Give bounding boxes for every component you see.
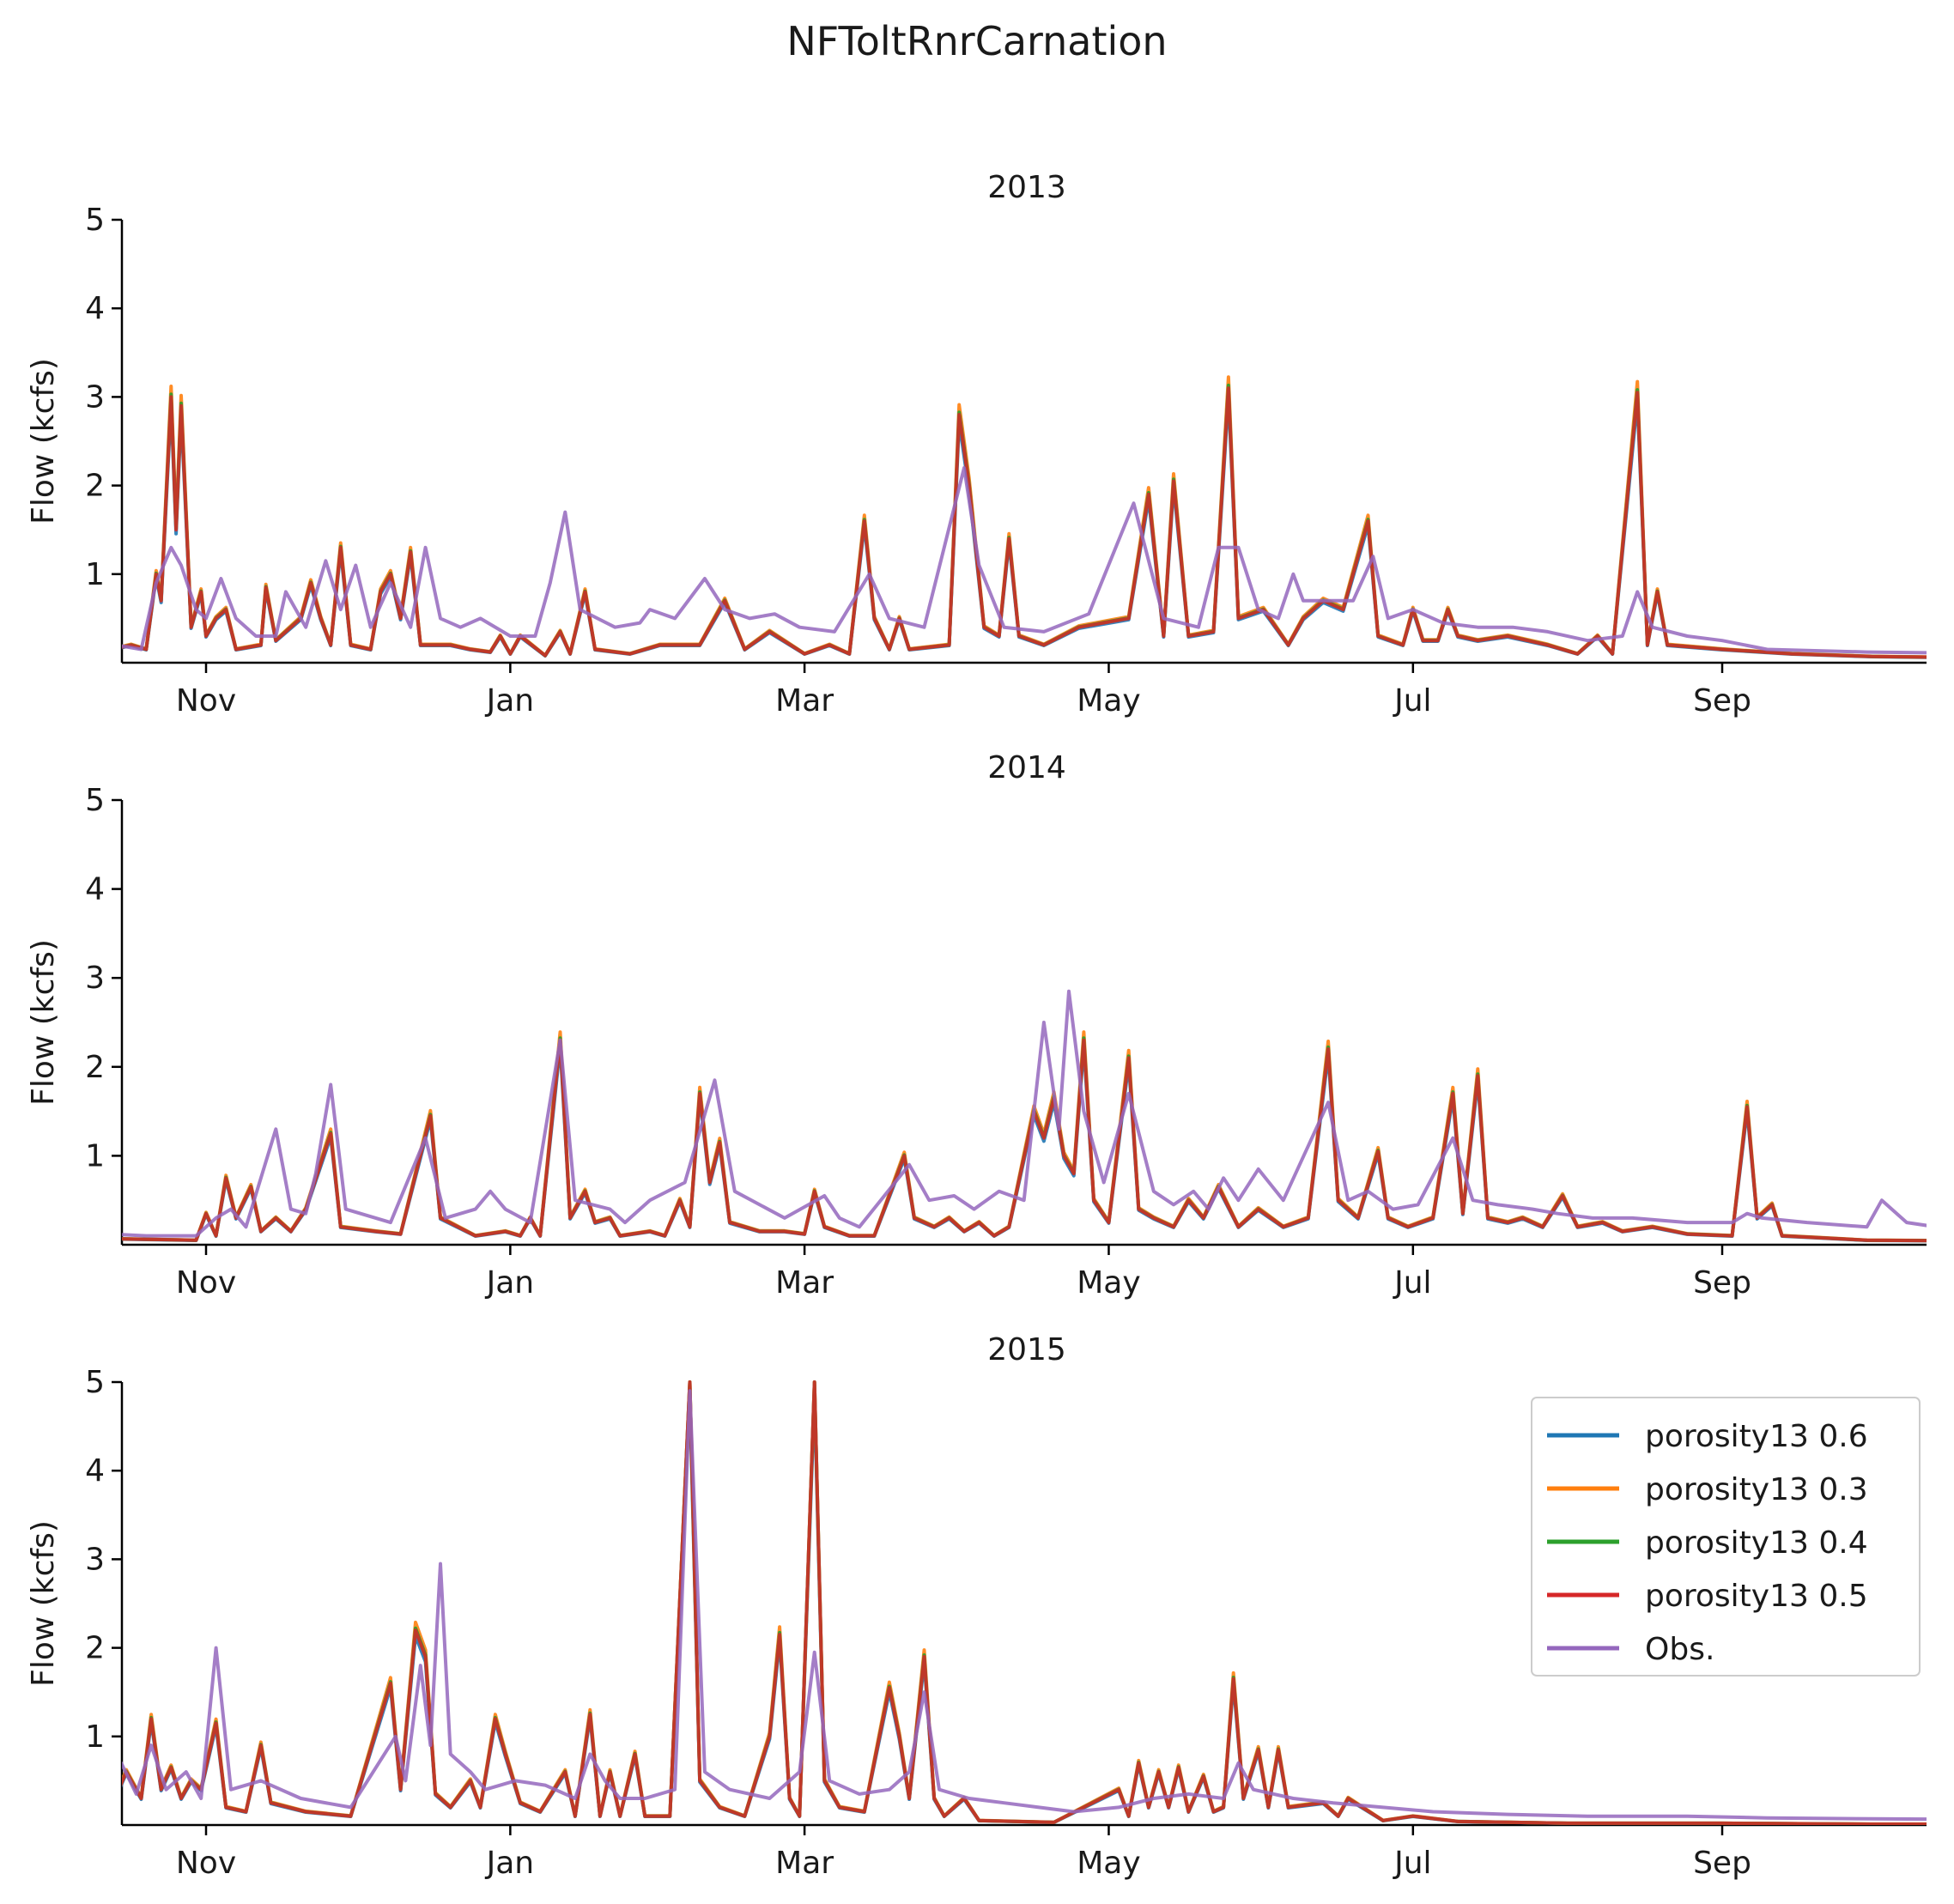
panel-title: 2015 [987,1332,1066,1367]
plot-area [122,1380,1927,1825]
series-porosity13-0_5 [122,386,1927,659]
x-tick-label: May [1077,1265,1140,1301]
legend-label: porosity13 0.5 [1645,1579,1868,1614]
x-tick-label: Jan [485,1265,535,1301]
panel-title: 2014 [987,750,1066,785]
x-tick-label: Nov [176,1265,236,1301]
y-axis-label: Flow (kcfs) [26,358,61,525]
legend: porosity13 0.6 porosity13 0.3 porosity13 0… [1531,1397,1921,1677]
x-tick-label: May [1077,683,1140,719]
y-tick-label: 1 [85,1719,105,1755]
series-porosity13-0_5 [122,1038,1927,1243]
y-tick-label: 2 [85,469,105,504]
y-tick-label: 4 [85,291,105,326]
y-tick-label: 5 [85,1365,105,1400]
panel-2015: 2015 Flow (kcfs) 1 2 3 4 5 Nov Jan Mar May Jul Sep [26,1332,1927,1881]
x-tick-label: Sep [1693,683,1751,719]
legend-label: porosity13 0.6 [1645,1419,1868,1454]
panel-title: 2013 [987,170,1066,205]
x-tick-label: Nov [176,683,236,719]
x-tick-label: Sep [1693,1265,1751,1301]
y-tick-label: 3 [85,379,105,415]
figure-title: NFToltRnrCarnation [786,18,1167,64]
x-tick-label: Mar [775,683,834,719]
legend-label: Obs. [1645,1632,1714,1667]
plot-area [122,375,1927,659]
y-tick-label: 4 [85,1453,105,1489]
y-tick-label: 2 [85,1631,105,1666]
y-tick-label: 1 [85,1138,105,1173]
x-tick-label: Mar [775,1846,834,1881]
y-tick-label: 1 [85,557,105,592]
x-tick-label: Jul [1393,683,1431,719]
y-tick-label: 5 [85,783,105,818]
series-obs [122,989,1927,1238]
y-tick-label: 5 [85,203,105,238]
y-tick-label: 3 [85,961,105,996]
series-obs [122,466,1927,655]
y-tick-label: 4 [85,872,105,907]
y-tick-label: 2 [85,1050,105,1085]
panel-2014: 2014 Flow (kcfs) 1 2 3 4 5 Nov Jan Mar May Jul Sep [26,750,1927,1301]
x-tick-label: Jan [485,683,535,719]
panel-2013: 2013 Flow (kcfs) 1 2 3 4 5 Nov Jan Mar May Jul Sep [26,170,1927,719]
x-tick-label: Sep [1693,1846,1751,1881]
y-tick-label: 3 [85,1542,105,1577]
x-tick-label: Jul [1393,1846,1431,1881]
legend-label: porosity13 0.4 [1645,1525,1868,1561]
legend-box [1531,1397,1921,1677]
x-tick-label: Mar [775,1265,834,1301]
series-porosity13-0_4 [122,383,1927,659]
legend-label: porosity13 0.3 [1645,1472,1868,1507]
y-axis-label: Flow (kcfs) [26,1520,61,1687]
x-tick-label: Jul [1393,1265,1431,1301]
plot-area [122,989,1927,1243]
series-porosity13-0_5 [122,1380,1927,1825]
series-obs [122,1389,1927,1822]
x-tick-label: Nov [176,1846,236,1881]
x-tick-label: Jan [485,1846,535,1881]
x-tick-label: May [1077,1846,1140,1881]
y-axis-label: Flow (kcfs) [26,939,61,1106]
